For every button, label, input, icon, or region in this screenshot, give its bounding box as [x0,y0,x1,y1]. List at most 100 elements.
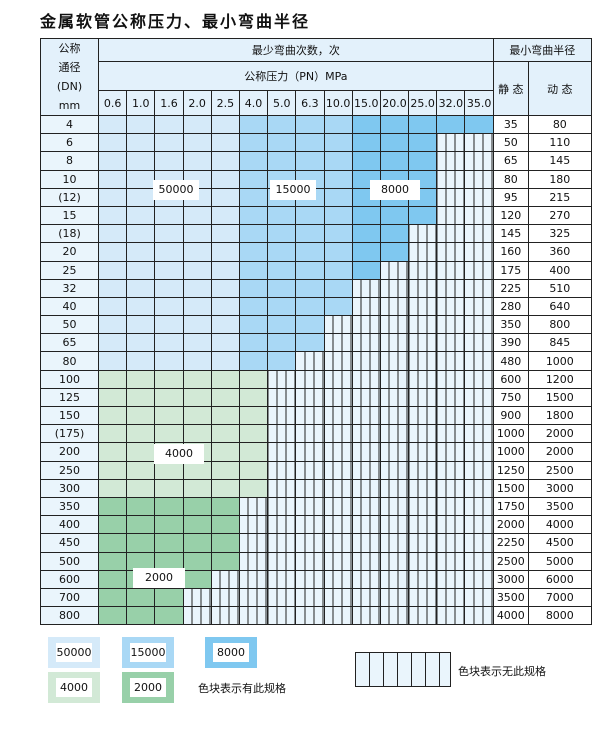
spec-cell [182,515,212,535]
spec-table-wrapper: 公称 通径 (DN) mm 最少弯曲次数，次 最小弯曲半径 公称压力（PN）MPa 静 … [40,38,592,626]
spec-cell [323,187,353,207]
no-spec-cell [323,587,353,608]
no-spec-cell [323,442,353,462]
no-spec-cell [436,315,466,335]
table-row: 150 900 1800 [40,405,592,426]
spec-cell [323,242,353,262]
no-spec-cell [379,533,410,553]
no-spec-cell [323,515,353,535]
legend-label: 8000 [213,643,249,662]
spec-cell [379,114,410,135]
dynamic-radius-cell: 5000 [527,551,592,571]
pressure-header: 公称压力（PN）MPa [98,61,494,91]
spec-cell [97,351,128,371]
no-spec-cell [464,351,494,371]
no-spec-cell [267,369,297,389]
dn-cell: 6 [40,133,99,153]
spec-cell [238,242,269,262]
dn-cell: 300 [40,478,99,498]
no-spec-cell [295,533,325,553]
spec-cell [97,260,128,280]
region-label-2000: 2000 [133,568,185,588]
spec-cell [295,205,325,226]
spec-cell [238,169,269,189]
no-spec-cell [379,587,410,608]
table-row: 4 35 80 [40,114,592,135]
no-spec-cell [408,424,438,444]
spec-cell [182,369,212,389]
no-spec-cell [323,369,353,389]
spec-cell [182,460,212,480]
dynamic-radius-cell: 145 [527,151,592,171]
spec-cell [126,224,156,244]
no-spec-cell [351,351,381,371]
table-row: (175) 1000 2000 [40,424,592,444]
spec-cell [154,478,184,498]
no-spec-cell [379,551,410,571]
no-spec-cell [464,296,494,317]
spec-cell [126,296,156,317]
no-spec-cell [295,551,325,571]
spec-cell [210,351,240,371]
spec-cell [126,187,156,207]
spec-cell [126,587,156,608]
no-spec-cell [464,224,494,244]
no-spec-cell [464,187,494,207]
spec-cell [210,424,240,444]
spec-cell [154,369,184,389]
spec-cell [267,278,297,298]
no-spec-cell [408,551,438,571]
table-row: 65 390 845 [40,333,592,353]
spec-cell [126,351,156,371]
static-radius-cell: 35 [492,114,529,135]
no-spec-cell [436,296,466,317]
spec-cell [238,387,269,408]
region-label-8000: 8000 [370,180,420,200]
spec-cell [154,387,184,408]
dynamic-radius-cell: 215 [527,187,592,207]
spec-cell [182,569,212,589]
dn-cell: 250 [40,460,99,480]
no-spec-cell [408,315,438,335]
spec-cell [238,369,269,389]
spec-cell [182,387,212,408]
spec-cell [267,333,297,353]
spec-cell [182,242,212,262]
spec-cell [210,478,240,498]
spec-cell [210,460,240,480]
static-radius-cell: 3000 [492,569,529,589]
no-spec-cell [408,242,438,262]
pressure-column-header: 1.6 [154,90,184,116]
table-row: 600 3000 6000 [40,569,592,589]
no-spec-cell [464,278,494,298]
dn-cell: (18) [40,224,99,244]
spec-cell [323,169,353,189]
spec-cell [97,606,128,626]
static-radius-cell: 350 [492,315,529,335]
spec-cell [210,515,240,535]
spec-cell [154,351,184,371]
no-spec-cell [351,478,381,498]
spec-cell [238,460,269,480]
no-spec-cell [379,424,410,444]
no-spec-cell [436,533,466,553]
spec-cell [267,296,297,317]
no-spec-cell [464,260,494,280]
spec-cell [238,224,269,244]
no-spec-cell [182,587,212,608]
spec-cell [210,242,240,262]
no-spec-cell [408,351,438,371]
table-row: 15 120 270 [40,205,592,226]
spec-cell [97,405,128,426]
table-row: 8 65 145 [40,151,592,171]
no-spec-cell [267,442,297,462]
no-spec-cell [408,369,438,389]
dn-cell: 25 [40,260,99,280]
no-spec-cell [351,333,381,353]
dn-cell: 600 [40,569,99,589]
spec-cell [323,205,353,226]
spec-cell [323,278,353,298]
legend-15000: 15000 [122,637,174,668]
no-spec-cell [464,387,494,408]
no-spec-cell [323,387,353,408]
